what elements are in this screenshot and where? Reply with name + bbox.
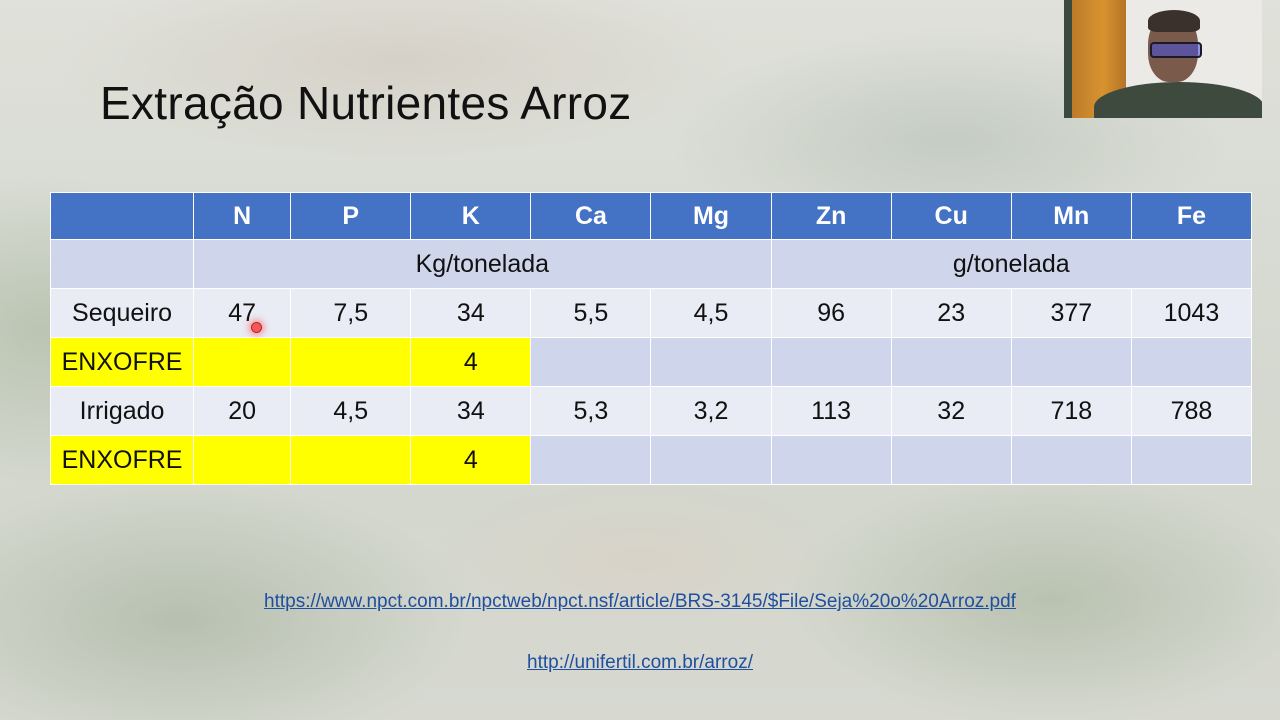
table-cell xyxy=(193,435,292,485)
row-label: ENXOFRE xyxy=(49,337,195,387)
laser-pointer-icon xyxy=(251,322,262,333)
table-cell: 96 xyxy=(770,288,892,338)
table-cell: 23 xyxy=(890,288,1012,338)
row-label: Irrigado xyxy=(49,386,195,436)
header-cell-zn: Zn xyxy=(770,192,892,240)
unit-cell-empty xyxy=(49,239,195,289)
header-cell-p: P xyxy=(290,192,412,240)
table-row-enxofre-1: ENXOFRE 4 xyxy=(49,337,1253,387)
table-cell: 20 xyxy=(193,386,292,436)
row-label: ENXOFRE xyxy=(49,435,195,485)
reference-link-npct[interactable]: https://www.npct.com.br/npctweb/npct.nsf… xyxy=(264,591,1016,612)
table-cell: 4,5 xyxy=(290,386,412,436)
table-cell: 1043 xyxy=(1130,288,1253,338)
table-cell xyxy=(193,337,292,387)
table-cell xyxy=(650,337,772,387)
table-cell xyxy=(290,435,412,485)
table-cell xyxy=(530,435,652,485)
table-row-enxofre-2: ENXOFRE 4 xyxy=(49,435,1253,485)
unit-micro: g/tonelada xyxy=(770,239,1253,289)
presenter-body xyxy=(1094,82,1262,118)
header-cell-mg: Mg xyxy=(650,192,772,240)
table-row-irrigado: Irrigado 20 4,5 34 5,3 3,2 113 32 718 78… xyxy=(49,386,1253,436)
header-cell-cu: Cu xyxy=(890,192,1012,240)
slide-title: Extração Nutrientes Arroz xyxy=(100,77,632,129)
table-cell xyxy=(890,337,1012,387)
glasses-icon xyxy=(1150,42,1202,58)
background-wall-edge xyxy=(1064,0,1072,118)
table-cell: 3,2 xyxy=(650,386,772,436)
table-cell xyxy=(890,435,1012,485)
table-cell xyxy=(1010,337,1132,387)
table-cell: 5,3 xyxy=(530,386,652,436)
table-cell xyxy=(770,435,892,485)
header-cell-empty xyxy=(49,192,195,240)
table-cell: 788 xyxy=(1130,386,1253,436)
table-cell xyxy=(1130,337,1253,387)
header-cell-fe: Fe xyxy=(1130,192,1253,240)
presenter-hair xyxy=(1148,10,1200,32)
header-cell-ca: Ca xyxy=(530,192,652,240)
table-cell xyxy=(1010,435,1132,485)
table-cell: 34 xyxy=(410,386,532,436)
table-row-sequeiro: Sequeiro 47 7,5 34 5,5 4,5 96 23 377 104… xyxy=(49,288,1253,338)
unit-macro: Kg/tonelada xyxy=(193,239,772,289)
table-cell: 34 xyxy=(410,288,532,338)
table-cell xyxy=(650,435,772,485)
table-cell xyxy=(770,337,892,387)
table-cell: 377 xyxy=(1010,288,1132,338)
table-cell: 5,5 xyxy=(530,288,652,338)
table-cell xyxy=(290,337,412,387)
header-row: N P K Ca Mg Zn Cu Mn Fe xyxy=(49,192,1253,240)
table-cell: 4 xyxy=(410,337,532,387)
row-label: Sequeiro xyxy=(49,288,195,338)
table-cell xyxy=(1130,435,1253,485)
table-cell: 718 xyxy=(1010,386,1132,436)
table-cell: 113 xyxy=(770,386,892,436)
table-cell: 4,5 xyxy=(650,288,772,338)
table-cell: 4 xyxy=(410,435,532,485)
webcam-overlay xyxy=(1064,0,1262,118)
nutrient-table: N P K Ca Mg Zn Cu Mn Fe Kg/tonelada g/to… xyxy=(49,192,1253,485)
reference-link-unifertil[interactable]: http://unifertil.com.br/arroz/ xyxy=(527,652,753,673)
table-cell: 47 xyxy=(193,288,292,338)
table-cell xyxy=(530,337,652,387)
unit-row: Kg/tonelada g/tonelada xyxy=(49,239,1253,289)
header-cell-n: N xyxy=(193,192,292,240)
header-cell-k: K xyxy=(410,192,532,240)
table-cell: 7,5 xyxy=(290,288,412,338)
header-cell-mn: Mn xyxy=(1010,192,1132,240)
table-cell: 32 xyxy=(890,386,1012,436)
